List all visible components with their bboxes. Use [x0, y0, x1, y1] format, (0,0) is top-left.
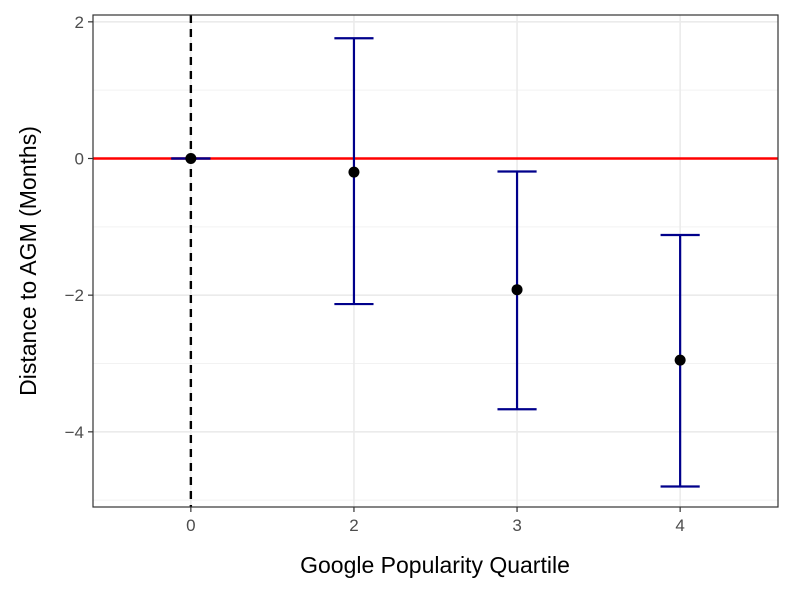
- y-axis-ticks: 2 0 −2 −4: [65, 13, 93, 442]
- data-point: [511, 284, 523, 296]
- plot-border: [92, 14, 779, 508]
- x-axis-ticks: 0 2 3 4: [186, 507, 685, 535]
- y-axis-title: Distance to AGM (Months): [15, 126, 41, 396]
- y-tick-label: 0: [75, 150, 84, 169]
- x-tick-label: 4: [675, 516, 684, 535]
- data-points: [185, 153, 686, 366]
- x-tick-label: 2: [349, 516, 358, 535]
- x-axis-title: Google Popularity Quartile: [300, 552, 570, 578]
- minor-gridlines: [93, 89, 778, 501]
- y-tick-label: 2: [75, 13, 84, 32]
- x-tick-label: 3: [512, 516, 521, 535]
- y-tick-label: −2: [65, 286, 84, 305]
- plot-panel: [93, 15, 778, 507]
- y-tick-label: −4: [65, 423, 84, 442]
- data-point: [674, 354, 686, 366]
- data-point: [185, 153, 197, 164]
- x-tick-label: 0: [186, 516, 195, 535]
- data-point: [348, 166, 360, 178]
